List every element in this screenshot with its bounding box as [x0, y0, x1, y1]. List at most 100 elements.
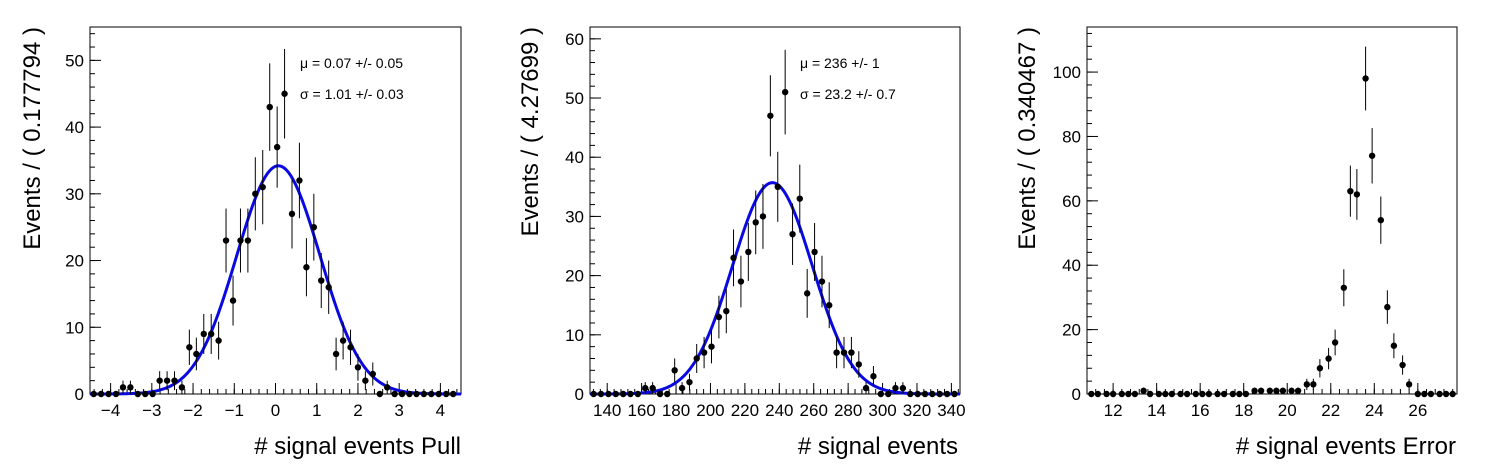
- data-point: [1405, 378, 1413, 390]
- data-marker: [90, 390, 97, 398]
- data-point: [715, 295, 723, 339]
- data-point: [1094, 390, 1102, 398]
- x-tick-label: 140: [593, 401, 621, 420]
- data-point: [193, 337, 200, 371]
- data-marker: [1279, 387, 1287, 394]
- x-axis-title: # signal events: [798, 433, 958, 460]
- data-marker: [1399, 361, 1406, 369]
- data-marker: [848, 349, 855, 356]
- data-point: [310, 193, 318, 261]
- chart-panel-signal-events-error: 12 14 16 18 20 22 24 26 0 20 40 60 80 100 # signal eve…: [1014, 26, 1458, 460]
- data-marker: [597, 390, 605, 398]
- data-point: [1109, 390, 1117, 398]
- data-marker: [1140, 387, 1147, 394]
- data-point: [1384, 290, 1391, 324]
- data-point: [259, 149, 266, 225]
- data-marker: [1414, 390, 1422, 398]
- data-marker: [1118, 390, 1126, 398]
- data-marker: [885, 390, 892, 398]
- data-point: [207, 313, 215, 354]
- data-marker: [1340, 284, 1348, 291]
- data-point: [1427, 390, 1435, 398]
- data-point: [398, 390, 406, 398]
- data-marker: [178, 384, 186, 391]
- x-tick-label: 180: [662, 401, 690, 420]
- data-marker: [193, 350, 200, 358]
- data-marker: [1109, 390, 1117, 398]
- data-point: [1310, 378, 1317, 390]
- data-marker: [634, 390, 642, 398]
- fit-curve: [90, 164, 461, 396]
- data-marker: [700, 349, 708, 356]
- data-point: [693, 343, 700, 373]
- data-marker: [1205, 390, 1213, 398]
- data-point: [105, 390, 112, 398]
- data-marker: [134, 390, 142, 398]
- data-marker: [759, 213, 767, 220]
- data-marker: [1325, 355, 1332, 362]
- data-point: [907, 390, 914, 398]
- x-tick-label: 160: [627, 401, 655, 420]
- data-marker: [1273, 387, 1280, 394]
- data-marker: [1257, 387, 1265, 394]
- data-point: [848, 336, 855, 369]
- stat-sigma: σ = 1.01 +/- 0.03: [300, 86, 404, 102]
- data-marker: [811, 248, 818, 256]
- data-point: [1340, 269, 1348, 307]
- data-marker: [156, 377, 163, 384]
- y-tick-label: 50: [565, 89, 584, 108]
- data-point: [339, 321, 347, 360]
- data-marker: [391, 390, 398, 398]
- data-point: [1214, 390, 1221, 398]
- data-point: [1229, 390, 1237, 398]
- data-point: [752, 190, 759, 255]
- data-marker: [406, 390, 413, 398]
- data-marker: [252, 190, 259, 198]
- data-point: [1183, 390, 1191, 398]
- data-point: [796, 164, 803, 233]
- data-marker: [664, 390, 671, 398]
- x-tick-label: 320: [903, 401, 931, 420]
- y-tick-label: 10: [565, 326, 584, 345]
- x-tick-label: 16: [1191, 401, 1210, 420]
- data-marker: [1125, 390, 1132, 398]
- data-marker: [855, 361, 863, 368]
- data-point: [1088, 390, 1095, 398]
- x-tick-label: 220: [731, 401, 759, 420]
- data-point: [171, 371, 178, 391]
- y-tick-label: 10: [65, 318, 84, 337]
- data-point: [362, 371, 369, 391]
- data-point: [1368, 128, 1376, 184]
- data-point: [406, 390, 413, 398]
- y-tick-label: 20: [565, 267, 584, 286]
- y-axis-title: Events / ( 0.177794 ): [19, 27, 46, 250]
- data-point: [1362, 46, 1369, 111]
- data-marker: [310, 223, 318, 231]
- data-marker: [119, 384, 127, 391]
- data-point: [369, 362, 376, 386]
- data-point: [354, 353, 362, 381]
- data-marker: [774, 183, 781, 191]
- data-marker: [862, 384, 870, 392]
- data-marker: [1183, 390, 1191, 398]
- y-tick-label: 50: [65, 51, 84, 70]
- data-marker: [303, 264, 310, 271]
- data-point: [1273, 387, 1280, 394]
- data-point: [620, 390, 627, 398]
- x-tick-label: 4: [436, 401, 445, 420]
- x-tick-label: −3: [142, 401, 161, 420]
- y-tick-label: 60: [565, 30, 584, 49]
- data-point: [877, 390, 885, 398]
- data-point: [266, 63, 273, 151]
- x-tick-label: 2: [353, 401, 362, 420]
- data-marker: [730, 254, 737, 262]
- data-point: [899, 382, 907, 394]
- data-point: [708, 329, 715, 364]
- data-marker: [1368, 152, 1376, 159]
- data-marker: [649, 384, 656, 392]
- data-marker: [877, 390, 885, 398]
- x-tick-label: 1: [312, 401, 321, 420]
- data-marker: [1220, 390, 1228, 398]
- data-marker: [1427, 390, 1435, 398]
- data-marker: [237, 237, 244, 244]
